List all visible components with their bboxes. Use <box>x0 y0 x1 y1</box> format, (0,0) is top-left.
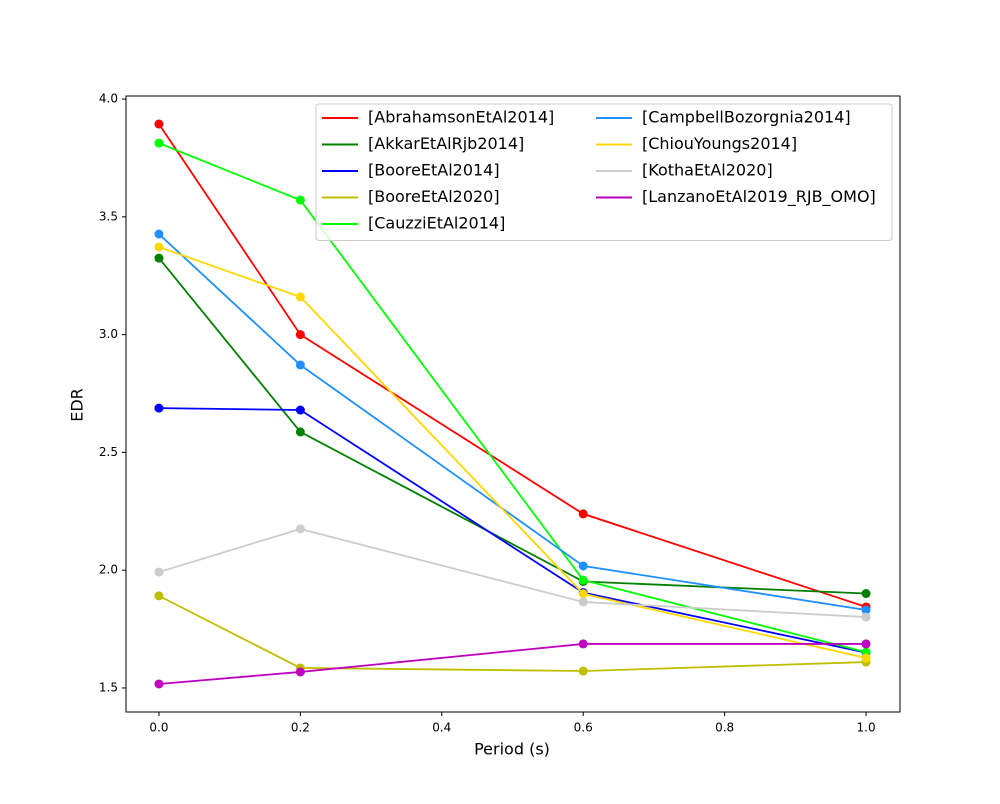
y-tick-label: 3.0 <box>99 327 118 341</box>
plot-frame <box>125 95 901 713</box>
series-line <box>158 246 867 659</box>
data-point <box>295 292 305 302</box>
legend-label: [AbrahamsonEtAl2014] <box>368 108 554 127</box>
data-point <box>154 242 164 252</box>
data-point <box>154 138 164 148</box>
data-point <box>295 360 305 370</box>
y-axis-label: EDR <box>68 388 87 422</box>
data-point <box>861 589 871 599</box>
data-point <box>154 567 164 577</box>
legend-label: [CauzziEtAl2014] <box>368 214 505 233</box>
series-line <box>158 233 867 611</box>
data-point <box>295 667 305 677</box>
data-point <box>578 509 588 519</box>
legend-label: [LanzanoEtAl2019_RJB_OMO] <box>642 187 876 207</box>
x-tick-label: 0.0 <box>149 721 168 735</box>
y-tick-label: 3.5 <box>99 209 118 223</box>
legend-label: [BooreEtAl2020] <box>368 187 500 206</box>
data-point <box>154 403 164 413</box>
y-tick-label: 2.0 <box>99 563 118 577</box>
legend-label: [KothaEtAl2020] <box>642 161 773 180</box>
data-point <box>154 679 164 689</box>
data-point <box>861 653 871 663</box>
x-tick-label: 0.8 <box>715 721 734 735</box>
legend-box <box>315 103 893 241</box>
data-point <box>578 589 588 599</box>
data-point <box>295 330 305 340</box>
data-point <box>861 639 871 649</box>
x-tick-label: 1.0 <box>857 721 876 735</box>
data-point <box>578 561 588 571</box>
x-axis-label: Period (s) <box>474 740 550 759</box>
data-point <box>578 597 588 607</box>
data-point <box>578 639 588 649</box>
data-point <box>861 612 871 622</box>
data-point <box>295 427 305 437</box>
series-line <box>158 643 867 685</box>
series-line <box>158 142 867 654</box>
series-line <box>158 528 867 618</box>
series-line <box>158 123 867 608</box>
x-tick-label: 0.6 <box>574 721 593 735</box>
data-point <box>154 591 164 601</box>
legend-label: [BooreEtAl2014] <box>368 161 500 180</box>
data-point <box>295 524 305 534</box>
data-point <box>154 119 164 129</box>
data-point <box>154 253 164 263</box>
x-tick-label: 0.2 <box>291 721 310 735</box>
series-line <box>158 595 867 672</box>
legend-label: [AkkarEtAlRjb2014] <box>368 134 524 153</box>
y-tick-label: 1.5 <box>99 680 118 694</box>
y-tick-label: 2.5 <box>99 445 118 459</box>
series-line <box>158 407 867 654</box>
data-point <box>295 405 305 415</box>
data-point <box>861 605 871 615</box>
legend-label: [ChiouYoungs2014] <box>642 134 797 153</box>
data-point <box>578 666 588 676</box>
y-tick-label: 4.0 <box>99 92 118 106</box>
data-point <box>578 575 588 585</box>
legend-label: [CampbellBozorgnia2014] <box>642 108 851 127</box>
data-point <box>295 195 305 205</box>
x-tick-label: 0.4 <box>432 721 451 735</box>
data-point <box>154 229 164 239</box>
